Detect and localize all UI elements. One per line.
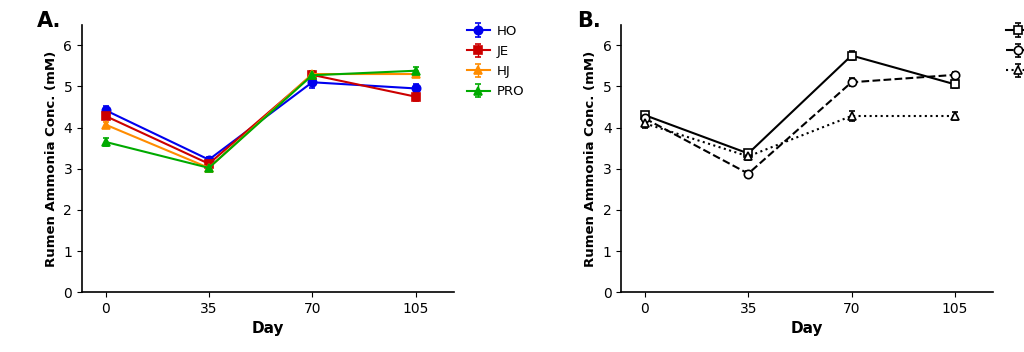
Text: B.: B. [577, 11, 600, 31]
Legend: HO, JE, HJ, PRO: HO, JE, HJ, PRO [462, 19, 529, 103]
Legend: MIX, MONO, TMR: MIX, MONO, TMR [1000, 19, 1024, 83]
X-axis label: Day: Day [791, 321, 823, 337]
Text: A.: A. [37, 11, 61, 31]
Y-axis label: Rumen Ammonia Conc. (mM): Rumen Ammonia Conc. (mM) [45, 50, 57, 266]
Y-axis label: Rumen Ammonia Conc. (mM): Rumen Ammonia Conc. (mM) [584, 50, 597, 266]
X-axis label: Day: Day [252, 321, 285, 337]
